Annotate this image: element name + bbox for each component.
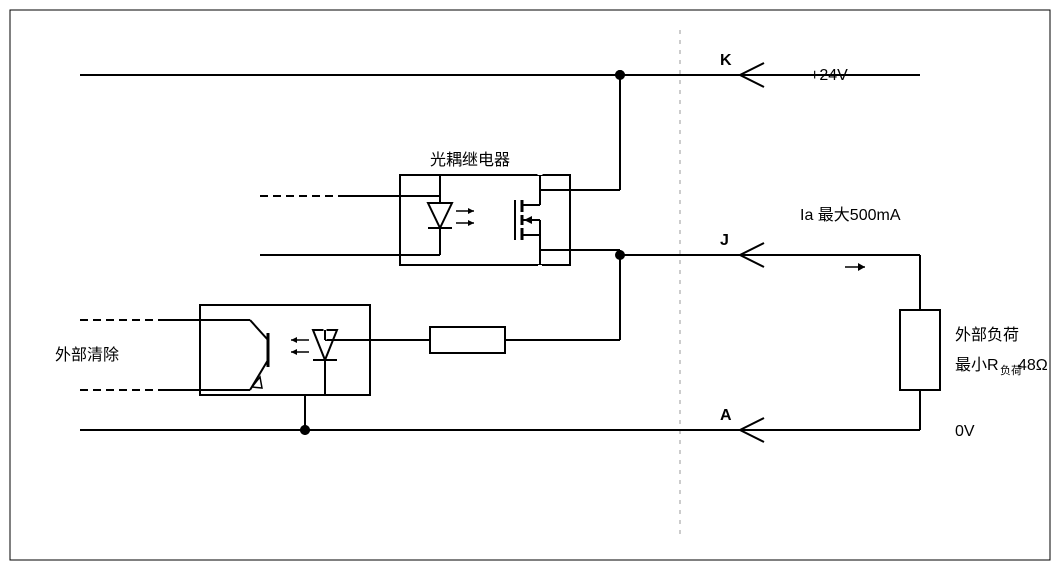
label-ext-clear: 外部清除 <box>55 346 119 364</box>
label-ext-load-1: 外部负荷 <box>955 326 1019 344</box>
resistor-box <box>430 327 505 353</box>
label-pin-a: A <box>720 407 732 424</box>
label-photo-relay: 光耦继电器 <box>430 151 510 169</box>
label-0v: 0V <box>955 423 975 440</box>
junction-j <box>615 250 625 260</box>
junction-gnd-redraw <box>300 425 310 435</box>
label-ext-load-2b: 48Ω <box>1018 357 1048 374</box>
label-ext-load-2a: 最小R <box>955 356 999 374</box>
label-plus24v: +24V <box>810 67 848 84</box>
optocoupler-box <box>200 305 370 395</box>
diagram-svg: 光耦继电器外部清除+24VIa 最大500mA外部负荷最小R负荷48Ω0VKJA <box>0 0 1061 571</box>
junction-k <box>615 70 625 80</box>
label-pin-j: J <box>720 232 729 249</box>
current-arrow-head <box>858 263 865 271</box>
photo-relay-box <box>400 175 570 265</box>
label-pin-k: K <box>720 52 732 69</box>
external-load-box <box>900 310 940 390</box>
diagram-border <box>10 10 1050 560</box>
label-ia-max: Ia 最大500mA <box>800 206 901 224</box>
circuit-diagram: 光耦继电器外部清除+24VIa 最大500mA外部负荷最小R负荷48Ω0VKJA <box>0 0 1061 571</box>
